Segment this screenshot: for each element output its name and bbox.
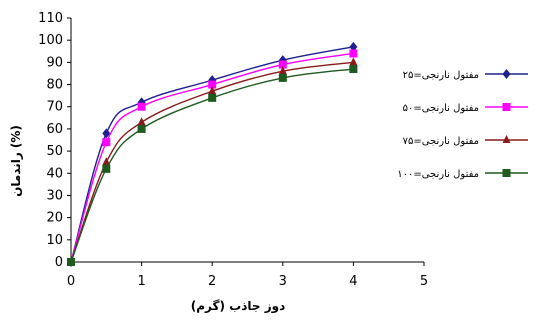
legend-item: مفتول نارنجی=۱۰۰ (397, 169, 528, 180)
y-tick-label: 40 (46, 166, 63, 181)
data-point (137, 102, 146, 111)
data-point (349, 57, 358, 66)
series-layer (67, 41, 358, 267)
data-point (349, 49, 358, 58)
legend-item: مفتول نارنجی=۵۰ (403, 103, 528, 114)
data-point (278, 73, 287, 82)
data-point (349, 65, 358, 74)
y-tick-label: 90 (46, 55, 63, 70)
legend-marker (502, 69, 511, 79)
y-tick-label: 30 (46, 188, 63, 203)
y-tick-label: 50 (46, 144, 63, 159)
x-tick-label: 0 (67, 274, 75, 289)
legend-label: مفتول نارنجی=۷۵ (403, 136, 479, 147)
x-axis-title: دوز جاذب (گرم) (191, 299, 285, 314)
y-axis-title: راندمان (%) (9, 125, 23, 197)
data-point (67, 258, 75, 266)
data-point (137, 124, 146, 133)
y-tick-label: 80 (46, 78, 63, 93)
y-tick-label: 10 (46, 233, 63, 248)
data-point (137, 117, 146, 126)
series-line (70, 68, 354, 263)
series-line (70, 46, 354, 263)
series-2 (67, 49, 358, 266)
y-tick-label: 110 (38, 11, 63, 26)
data-point (349, 41, 358, 52)
y-tick-label: 70 (46, 100, 63, 115)
x-tick-label: 4 (349, 274, 357, 289)
legend-marker (502, 135, 511, 143)
y-tick-label: 0 (55, 255, 63, 270)
legend-item: مفتول نارنجی=۷۵ (403, 135, 528, 147)
data-point (102, 138, 111, 147)
series-4 (67, 65, 358, 266)
x-tick-label: 3 (279, 274, 287, 289)
legend-label: مفتول نارنجی=۱۰۰ (397, 169, 479, 180)
y-tick-label: 60 (46, 122, 63, 137)
series-line (70, 52, 354, 263)
data-point (278, 60, 287, 69)
x-tick-label: 2 (208, 274, 216, 289)
data-point (102, 164, 111, 173)
y-tick-label: 20 (46, 211, 63, 226)
axes: 0 10 20 30 40 50 60 70 80 90 100 110 0 1 2 3 4 5 (38, 11, 428, 289)
series-line (70, 61, 354, 263)
legend-label: مفتول نارنجی=۵۰ (403, 103, 479, 114)
legend-marker (502, 169, 511, 177)
x-tick-label: 5 (420, 274, 428, 289)
data-point (102, 128, 111, 139)
legend: مفتول نارنجی=۲۵ مفتول نارنجی=۵۰ مفتول نارن… (397, 69, 528, 180)
x-tick-label: 1 (137, 274, 145, 289)
data-point (208, 80, 217, 89)
legend-marker (502, 103, 511, 111)
data-point (278, 66, 287, 75)
data-point (102, 157, 111, 166)
legend-item: مفتول نارنجی=۲۵ (403, 69, 528, 81)
y-tick-label: 100 (38, 33, 63, 48)
legend-label: مفتول نارنجی=۲۵ (403, 70, 479, 81)
data-point (208, 93, 217, 102)
data-point (208, 86, 217, 95)
